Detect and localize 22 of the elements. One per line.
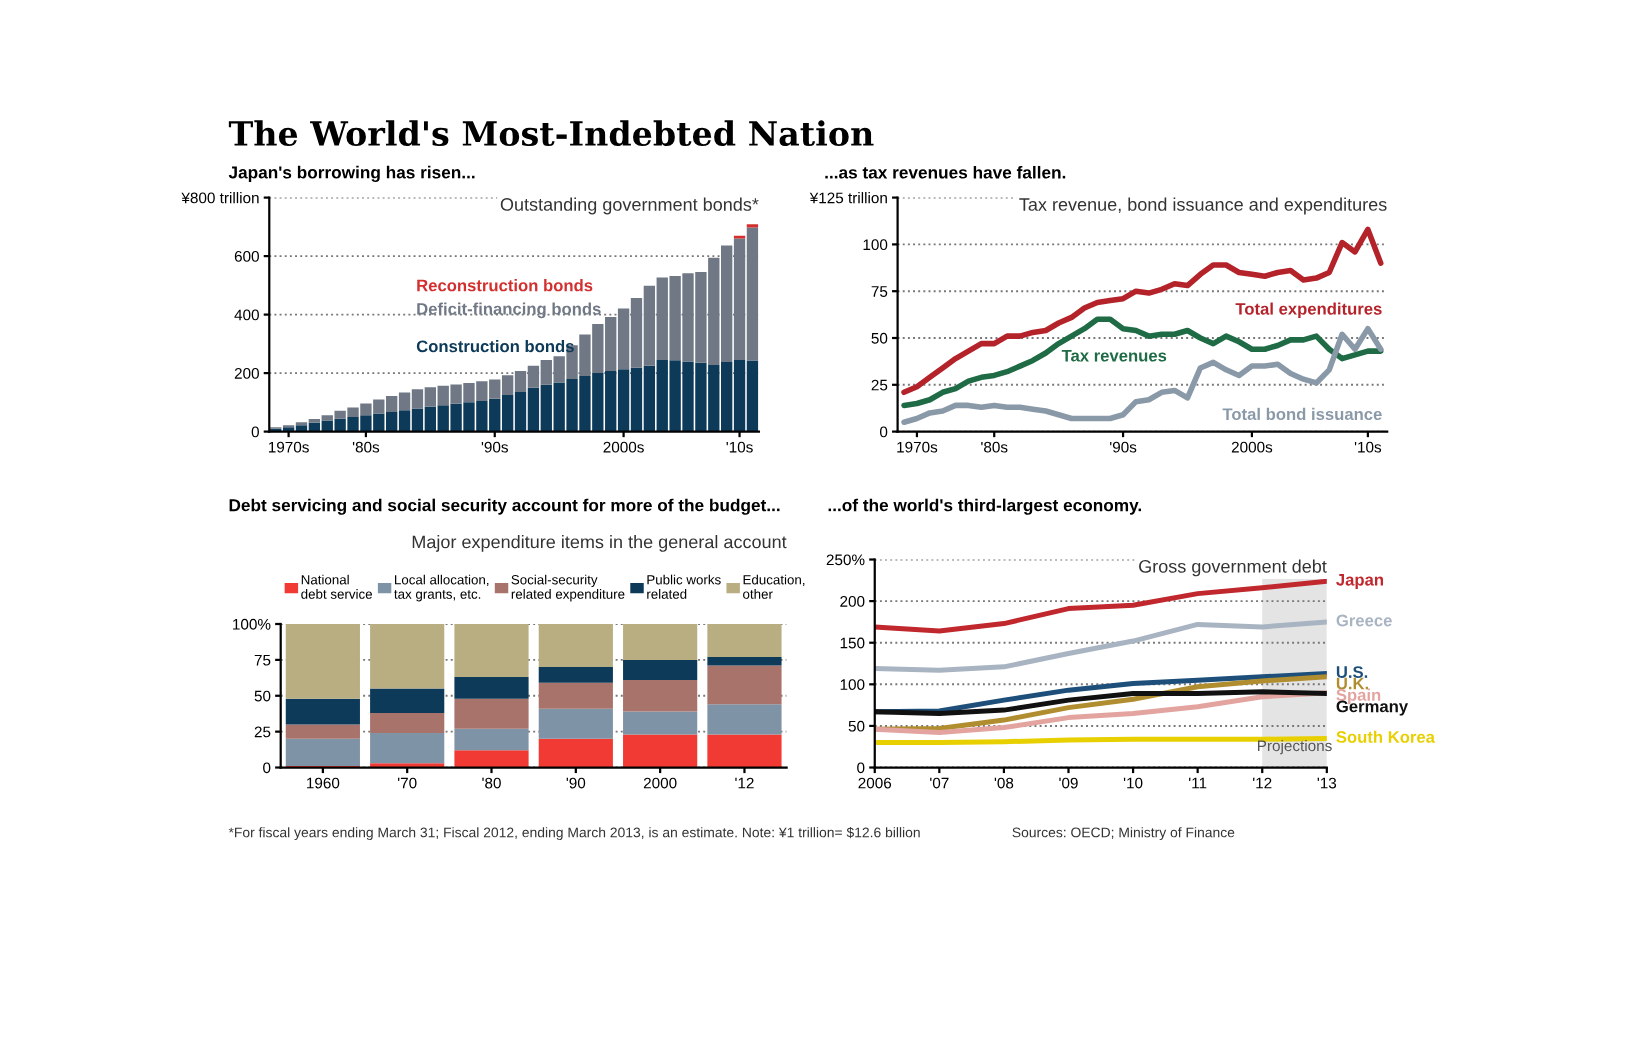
series-label: U.S. (1336, 666, 1368, 678)
series-label: Deficit-financing bonds (417, 302, 601, 319)
series-label: Spain (1336, 688, 1381, 705)
chart-subtitle: Outstanding government bonds* (500, 197, 759, 215)
series-label: Total expenditures (1235, 302, 1382, 319)
chart-title: ...as tax revenues have fallen. (825, 165, 1066, 179)
series-label: Greece (1336, 614, 1392, 627)
series-label: Germany (1336, 700, 1409, 716)
chart-subtitle: Major expenditure items in the general account (412, 535, 787, 552)
series-label: South Korea (1336, 730, 1436, 743)
text: The World's Most-Indebted Nation (228, 120, 874, 147)
series-label: Tax revenues (1061, 349, 1167, 362)
chart-subtitle: Gross government debt (1139, 559, 1327, 577)
chart-title: Japan's borrowing has risen... (228, 165, 475, 182)
chart-title: ...of the world's third-largest economy. (828, 498, 1142, 515)
series-label: Japan (1336, 574, 1383, 589)
text: Total bond issuance (1222, 407, 1382, 421)
text: Reconstruction bonds (417, 279, 593, 292)
chart-title: Debt servicing and social security account for more of the budget... (229, 498, 780, 515)
series-label: U.K. (1336, 677, 1369, 690)
series-label: Construction bonds (416, 339, 574, 353)
chart-subtitle: Tax revenue, bond issuance and expenditures (1019, 197, 1387, 215)
